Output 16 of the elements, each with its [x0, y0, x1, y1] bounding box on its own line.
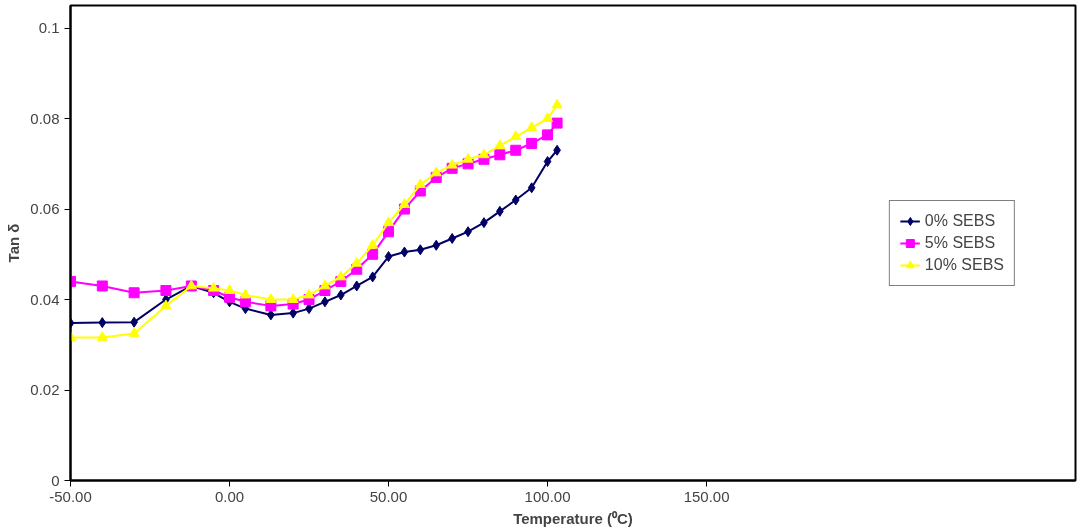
- y-axis-title: Tan δ: [5, 223, 23, 263]
- legend-label: 0% SEBS: [924, 211, 996, 230]
- x-axis-title: Temperature (⁰C): [513, 509, 633, 527]
- x-tick-label: 0.00: [214, 487, 245, 505]
- y-tick-label: 0.02: [30, 381, 60, 399]
- x-tick-label: 100.00: [524, 487, 571, 505]
- y-tick-label: 0.1: [38, 19, 60, 37]
- legend-label: 5% SEBS: [924, 233, 996, 252]
- y-tick-label: 0.04: [30, 290, 60, 308]
- y-tick-label: 0.08: [30, 109, 60, 127]
- y-tick-label: 0: [51, 471, 60, 489]
- x-tick-label: 150.00: [683, 487, 730, 505]
- x-tick-label: -50.00: [49, 487, 92, 505]
- y-tick-label: 0.06: [30, 200, 60, 218]
- x-tick-label: 50.00: [369, 487, 408, 505]
- legend-label: 10% SEBS: [924, 255, 1004, 274]
